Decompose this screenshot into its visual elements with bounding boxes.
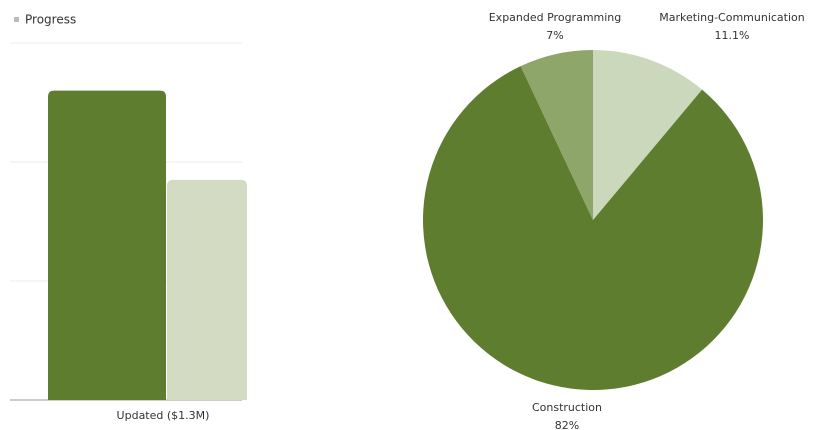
legend-marker — [14, 17, 19, 22]
slice-label: Marketing-Communication — [659, 11, 805, 24]
x-tick-label: Updated ($1.3M) — [117, 409, 210, 422]
slice-value: 7% — [546, 29, 563, 42]
legend-label: Progress — [25, 13, 76, 27]
slice-value: 82% — [555, 419, 579, 430]
pie-slice — [593, 50, 703, 220]
slice-label: Construction — [532, 401, 602, 414]
slice-value: 11.1% — [715, 29, 750, 42]
bar — [48, 90, 166, 400]
pie-slice — [423, 66, 764, 390]
bar — [167, 179, 247, 400]
pie-slice — [520, 50, 593, 220]
slice-label: Expanded Programming — [489, 11, 622, 24]
